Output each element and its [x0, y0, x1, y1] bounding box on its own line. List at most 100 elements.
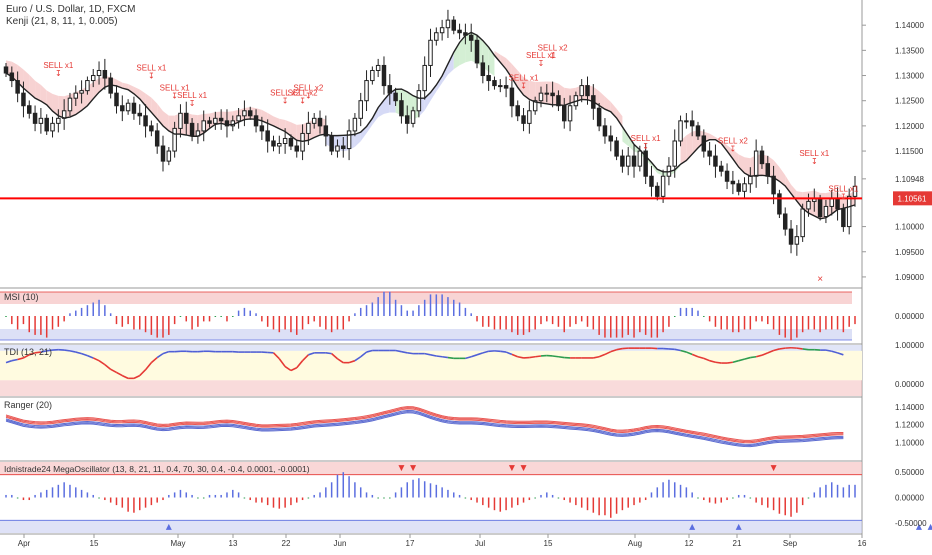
osc-bar — [29, 498, 31, 501]
candle-body — [394, 93, 397, 101]
osc-bar — [5, 495, 7, 498]
osc-bar — [546, 492, 548, 497]
candle-body — [57, 118, 60, 123]
candle-body — [405, 116, 408, 124]
osc-bar — [517, 498, 519, 506]
osc-bar — [418, 478, 420, 497]
msi-bar — [232, 316, 234, 317]
osc-bar — [87, 492, 89, 497]
msi-bar — [197, 316, 199, 327]
osc-bar — [738, 495, 740, 498]
candle-body — [45, 118, 48, 131]
msi-bar — [424, 300, 426, 316]
msi-bar — [523, 316, 525, 335]
ranger-tick-label: 1.14000 — [895, 403, 924, 412]
osc-bar — [593, 498, 595, 513]
msi-bar — [383, 292, 385, 316]
osc-bar — [69, 485, 71, 498]
sell-signal-arrow-icon: ↧ — [305, 92, 312, 101]
msi-bar — [267, 316, 269, 327]
osc-bar — [284, 498, 286, 508]
candle-body — [528, 111, 531, 124]
msi-bar — [721, 316, 723, 330]
candle-body — [22, 93, 25, 106]
osc-bar — [156, 498, 158, 503]
osc-bar — [709, 498, 711, 503]
candle-body — [493, 81, 496, 86]
msi-bar — [616, 316, 618, 338]
msi-bar — [23, 316, 25, 324]
indicator-title: Kenji (21, 8, 11, 1, 0.005) — [6, 16, 118, 27]
candle-body — [743, 184, 746, 192]
cloud-segment — [529, 81, 535, 102]
msi-bar — [325, 316, 327, 330]
osc-bar — [127, 498, 129, 512]
candle-body — [359, 101, 362, 119]
sell-signal-arrow-icon: ↧ — [642, 142, 649, 151]
osc-bar — [139, 498, 141, 511]
price-tick-label: 1.09000 — [895, 273, 924, 282]
osc-lower-band — [0, 520, 862, 533]
time-tick-label: 16 — [858, 539, 867, 548]
tdi-title: TDI (13, 21) — [4, 347, 52, 357]
osc-bar — [302, 498, 304, 501]
current-price-label: 1.10561 — [898, 194, 927, 203]
osc-bar — [430, 483, 432, 497]
osc-bar — [476, 498, 478, 503]
msi-bar — [127, 316, 129, 324]
msi-bar — [610, 316, 612, 338]
price-tick-label: 1.10948 — [895, 175, 924, 184]
time-tick-label: 21 — [733, 539, 742, 548]
candle-body — [568, 106, 571, 121]
osc-bar — [796, 498, 798, 513]
msi-bar — [750, 316, 752, 330]
osc-bar — [453, 492, 455, 497]
candle-body — [307, 123, 310, 133]
candle-body — [347, 131, 350, 149]
msi-bar — [63, 316, 64, 321]
msi-bar — [767, 316, 769, 324]
osc-bar — [773, 498, 775, 511]
msi-bar — [529, 316, 531, 332]
osc-bar — [511, 498, 513, 508]
sell-signal-arrow-icon: ↧ — [857, 0, 864, 2]
msi-bar — [313, 316, 315, 321]
msi-bar — [145, 316, 147, 332]
candle-body — [626, 156, 629, 166]
osc-bar — [249, 498, 251, 501]
candle-body — [301, 133, 304, 151]
candle-body — [295, 146, 298, 151]
sell-signal-arrow-icon: ↧ — [520, 82, 527, 91]
msi-bar — [151, 316, 153, 335]
candle-body — [673, 141, 676, 166]
candle-body — [283, 138, 286, 143]
candle-body — [179, 113, 182, 128]
msi-bar — [238, 311, 240, 316]
candle-body — [586, 86, 589, 96]
msi-bar — [290, 316, 292, 332]
osc-bar — [255, 498, 257, 503]
price-tick-label: 1.13500 — [895, 46, 924, 55]
osc-bar — [697, 498, 699, 499]
price-tick-label: 1.09500 — [895, 248, 924, 257]
candle-body — [708, 151, 711, 156]
ranger-tick-label: 1.10000 — [895, 438, 924, 447]
candle-body — [824, 206, 827, 216]
candle-body — [272, 141, 275, 146]
time-tick-label: Apr — [18, 539, 31, 548]
candle-body — [336, 146, 339, 151]
msi-bar — [69, 313, 71, 316]
osc-bar — [226, 492, 228, 497]
tdi-line-segment — [500, 351, 506, 352]
msi-bar — [697, 311, 699, 316]
msi-bar — [191, 316, 193, 330]
candle-body — [475, 40, 478, 63]
msi-bar — [755, 316, 757, 321]
msi-bar — [284, 316, 286, 330]
msi-bar — [343, 316, 345, 330]
candle-body — [615, 141, 618, 156]
msi-bar — [563, 316, 565, 332]
time-tick-label: May — [170, 539, 185, 548]
candle-body — [243, 111, 246, 116]
